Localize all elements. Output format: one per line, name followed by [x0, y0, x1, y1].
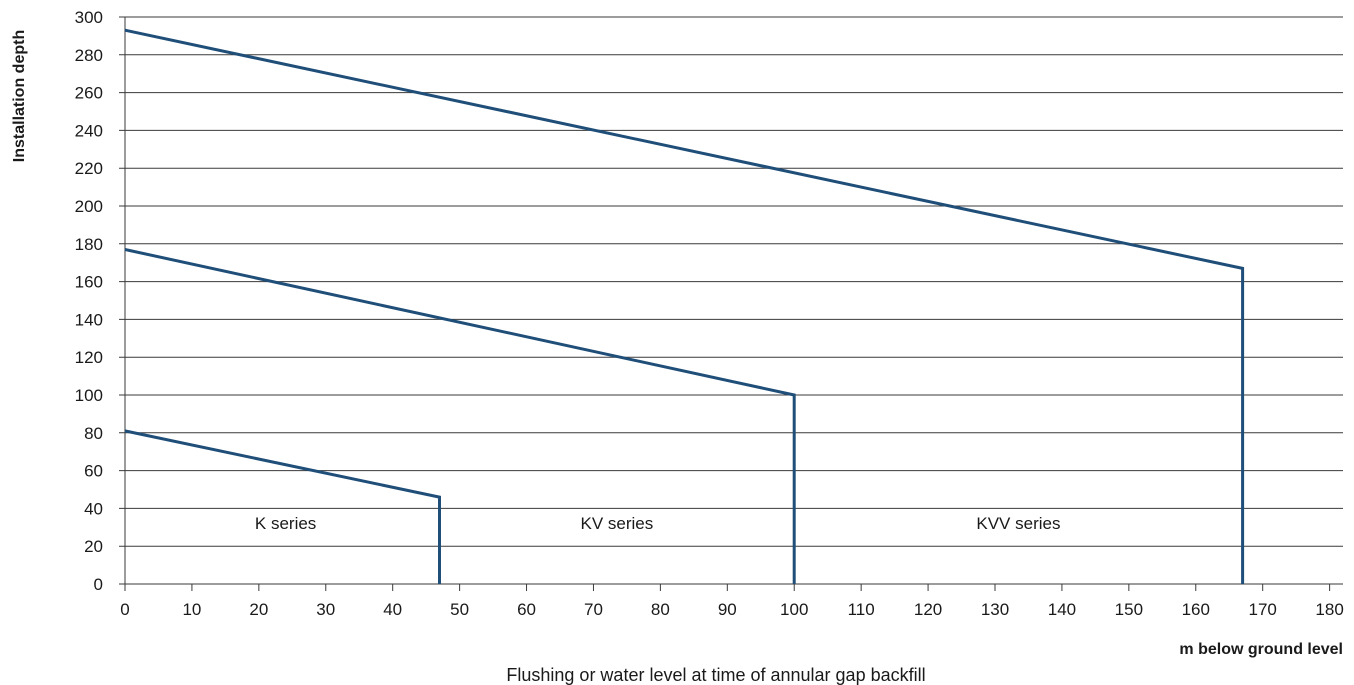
series-line-kvv-series — [124, 28, 1245, 584]
axes — [124, 17, 1343, 591]
x-tick-label-70: 70 — [584, 600, 603, 619]
y-tick-label-140: 140 — [75, 310, 103, 329]
series-label-k-series: K series — [255, 514, 316, 533]
x-tick-label-180: 180 — [1315, 600, 1343, 619]
x-axis-unit-label: m below ground level — [1179, 641, 1343, 658]
y-tick-label-200: 200 — [75, 197, 103, 216]
x-tick-label-40: 40 — [383, 600, 402, 619]
series-labels: K series KV series KVV series — [255, 514, 1061, 533]
x-axis-label: Flushing or water level at time of annul… — [506, 665, 925, 685]
x-tick-label-10: 10 — [182, 600, 201, 619]
x-tick-label-150: 150 — [1115, 600, 1143, 619]
x-tick-label-140: 140 — [1048, 600, 1076, 619]
y-tick-label-80: 80 — [84, 424, 103, 443]
y-tick-label-20: 20 — [84, 537, 103, 556]
x-tick-label-30: 30 — [316, 600, 335, 619]
x-tick-label-80: 80 — [651, 600, 670, 619]
x-tick-label-130: 130 — [981, 600, 1009, 619]
series-label-kv-series: KV series — [581, 514, 654, 533]
y-tick-label-120: 120 — [75, 348, 103, 367]
y-tick-label-280: 280 — [75, 46, 103, 65]
y-tick-label-0: 0 — [94, 575, 103, 594]
y-tick-labels: 0 20 40 60 80 100 120 140 160 180 200 220 240 260 280 3… — [75, 8, 103, 594]
x-tick-label-120: 120 — [914, 600, 942, 619]
series-line-kv-series — [124, 248, 796, 584]
y-tick-label-220: 220 — [75, 159, 103, 178]
y-tick-label-160: 160 — [75, 273, 103, 292]
x-tick-label-160: 160 — [1182, 600, 1210, 619]
x-tick-label-0: 0 — [120, 600, 129, 619]
y-tick-label-260: 260 — [75, 84, 103, 103]
series-label-kvv-series: KVV series — [976, 514, 1060, 533]
y-tick-label-180: 180 — [75, 235, 103, 254]
y-tick-label-240: 240 — [75, 121, 103, 140]
x-tick-label-110: 110 — [848, 600, 875, 619]
y-tick-label-40: 40 — [84, 499, 103, 518]
x-tick-label-60: 60 — [517, 600, 536, 619]
x-tick-label-20: 20 — [249, 600, 268, 619]
x-tick-label-170: 170 — [1249, 600, 1277, 619]
y-axis-label: Installation depth — [11, 30, 28, 162]
series-line-k-series — [124, 429, 441, 584]
series-lines — [124, 28, 1245, 584]
gridlines — [119, 16, 1343, 585]
y-tick-label-60: 60 — [84, 462, 103, 481]
y-tick-label-100: 100 — [75, 386, 103, 405]
x-tick-label-50: 50 — [450, 600, 469, 619]
y-tick-label-300: 300 — [75, 8, 103, 27]
x-tick-label-100: 100 — [780, 600, 808, 619]
x-tick-label-90: 90 — [718, 600, 737, 619]
x-tick-labels: 0 10 20 30 40 50 60 70 80 90 100 110 120 130 140 150 160… — [120, 600, 1344, 619]
